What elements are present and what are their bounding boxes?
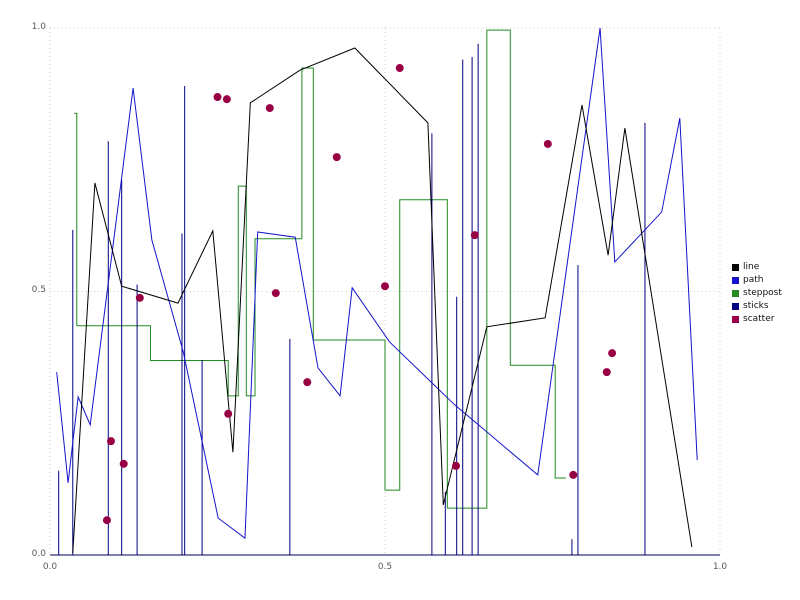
legend-item-line: line bbox=[732, 261, 782, 273]
legend-label-sticks: sticks bbox=[743, 301, 769, 311]
ytick-label-0.0: 0.0 bbox=[31, 549, 46, 559]
legend-label-line: line bbox=[743, 262, 760, 272]
legend-item-path: path bbox=[732, 274, 782, 286]
legend-swatch-steppost bbox=[732, 289, 739, 297]
legend-swatch-sticks bbox=[732, 302, 739, 310]
legend-swatch-path bbox=[732, 276, 739, 284]
legend-label-scatter: scatter bbox=[743, 314, 775, 324]
legend-swatch-line bbox=[732, 263, 739, 271]
legend-label-path: path bbox=[743, 275, 764, 285]
ytick-label-0.5: 0.5 bbox=[31, 285, 46, 295]
xtick-label-1.0: 1.0 bbox=[712, 562, 728, 572]
xtick-label-0.0: 0.0 bbox=[42, 562, 58, 572]
ytick-label-1.0: 1.0 bbox=[31, 22, 46, 32]
legend-item-steppost: steppost bbox=[732, 287, 782, 299]
xtick-label-0.5: 0.5 bbox=[377, 562, 393, 572]
legend-label-steppost: steppost bbox=[743, 288, 782, 298]
legend-item-scatter: scatter bbox=[732, 313, 782, 325]
legend: line path steppost sticks scatter bbox=[732, 261, 782, 325]
legend-swatch-scatter bbox=[732, 315, 739, 323]
legend-item-sticks: sticks bbox=[732, 300, 782, 312]
